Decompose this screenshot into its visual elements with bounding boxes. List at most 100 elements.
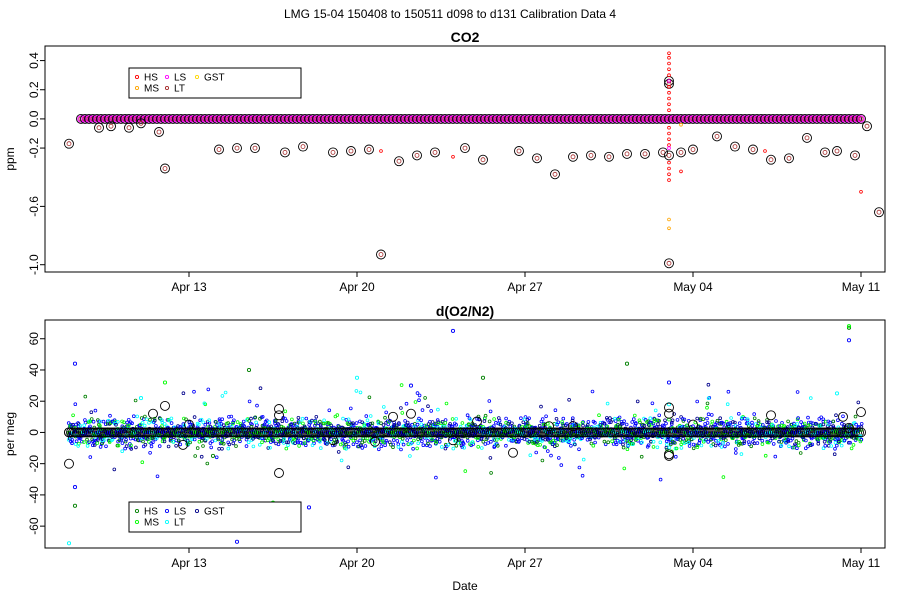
point-lt — [480, 157, 486, 163]
cloud-point — [664, 421, 668, 426]
cloud-point — [454, 416, 459, 421]
cloud-point — [483, 442, 488, 446]
cloud-point — [244, 444, 249, 448]
cloud-point — [614, 442, 619, 447]
cloud-point — [403, 419, 407, 423]
cloud-point — [858, 439, 863, 444]
cloud-point — [201, 444, 205, 448]
point-lt — [678, 149, 684, 155]
cloud-point — [360, 446, 365, 450]
cloud-point — [756, 419, 761, 423]
legend-marker-ls — [164, 74, 170, 80]
cloud-point — [370, 421, 375, 426]
y-tick-label: -1.0 — [27, 254, 41, 275]
cloud-point — [400, 411, 405, 415]
cloud-point — [793, 442, 797, 447]
cloud-point — [488, 456, 493, 460]
cloud-point — [859, 421, 864, 426]
cloud-point — [276, 442, 281, 447]
cloud-point — [300, 416, 305, 421]
point-lt — [570, 154, 576, 160]
cloud-point — [787, 444, 791, 449]
cloud-point — [126, 417, 131, 422]
point-lt — [354, 375, 360, 380]
cloud-point — [701, 417, 705, 422]
cloud-point — [550, 442, 555, 447]
cloud-point — [421, 443, 426, 448]
cloud-point — [821, 417, 826, 422]
cloud-point — [401, 442, 406, 447]
cloud-point — [354, 389, 359, 393]
point-lt-outer — [622, 148, 632, 159]
cloud-point — [260, 440, 264, 445]
cloud-point — [726, 442, 730, 446]
cloud-point — [220, 438, 225, 442]
x-tick-label: Apr 20 — [339, 280, 375, 294]
cloud-point — [71, 413, 75, 418]
legend-marker-lt — [164, 85, 170, 91]
cloud-point — [135, 414, 140, 419]
co2-chart: CO2 0.4 0.2 0.0 -0.2 -0.6 -1.0 Apr 13 Apr 20 Apr … — [3, 29, 886, 294]
cloud-point — [540, 458, 545, 463]
point-lt-outer — [874, 207, 884, 218]
cloud-point — [559, 463, 564, 467]
cloud-point — [777, 439, 781, 444]
cloud-point — [160, 439, 165, 444]
cloud-point — [362, 423, 367, 428]
point-hs — [667, 61, 671, 66]
cloud-point — [586, 420, 591, 424]
cloud-point — [417, 393, 422, 398]
cloud-point — [802, 421, 807, 426]
cloud-point — [120, 449, 124, 454]
cloud-point — [142, 423, 147, 428]
cloud-point — [257, 442, 262, 447]
legend-label-hs: HS — [144, 507, 158, 518]
cloud-point — [737, 421, 742, 426]
cloud-point — [733, 420, 737, 425]
cloud-point — [286, 443, 290, 448]
point-lt — [552, 171, 558, 177]
cloud-point — [612, 416, 617, 421]
point-lt-outer — [364, 144, 374, 155]
cloud-point — [570, 416, 575, 421]
cloud-point — [828, 420, 832, 425]
cloud-point — [160, 420, 165, 425]
cloud-point — [577, 465, 582, 470]
cloud-point — [314, 414, 319, 419]
cloud-point — [154, 424, 158, 428]
cloud-point — [327, 408, 332, 413]
cloud-point — [836, 418, 840, 423]
cloud-point — [740, 441, 744, 446]
legend-label-ls: LS — [174, 507, 187, 518]
cloud-point — [849, 446, 854, 451]
cloud-point — [266, 446, 271, 450]
point-lt — [666, 260, 672, 266]
cloud-point — [567, 440, 571, 445]
x-tick-label: May 11 — [842, 280, 881, 294]
cloud-point — [588, 437, 592, 442]
y-tick-label: 60 — [27, 332, 41, 346]
cloud-point — [411, 446, 415, 451]
cloud-point — [460, 421, 465, 425]
cloud-point — [646, 443, 651, 448]
point-hs — [379, 149, 383, 153]
point-lt-outer — [550, 169, 560, 180]
y-tick-label: -20 — [27, 455, 41, 473]
cloud-point — [231, 421, 235, 426]
point-lt-outer — [328, 147, 338, 158]
cloud-point — [494, 438, 499, 442]
cloud-point — [555, 443, 559, 448]
point-lt — [330, 149, 336, 155]
cloud-point — [95, 441, 100, 445]
cloud-point — [651, 445, 656, 449]
point-gst — [388, 411, 398, 422]
cloud-point — [591, 425, 596, 430]
cloud-point — [839, 443, 844, 448]
cloud-point — [461, 440, 465, 445]
point-gst — [838, 411, 848, 422]
cloud-point — [829, 444, 834, 448]
cloud-point — [379, 437, 383, 441]
cloud-point — [368, 414, 373, 418]
cloud-point — [554, 416, 559, 421]
point-lt-outer — [664, 258, 674, 269]
